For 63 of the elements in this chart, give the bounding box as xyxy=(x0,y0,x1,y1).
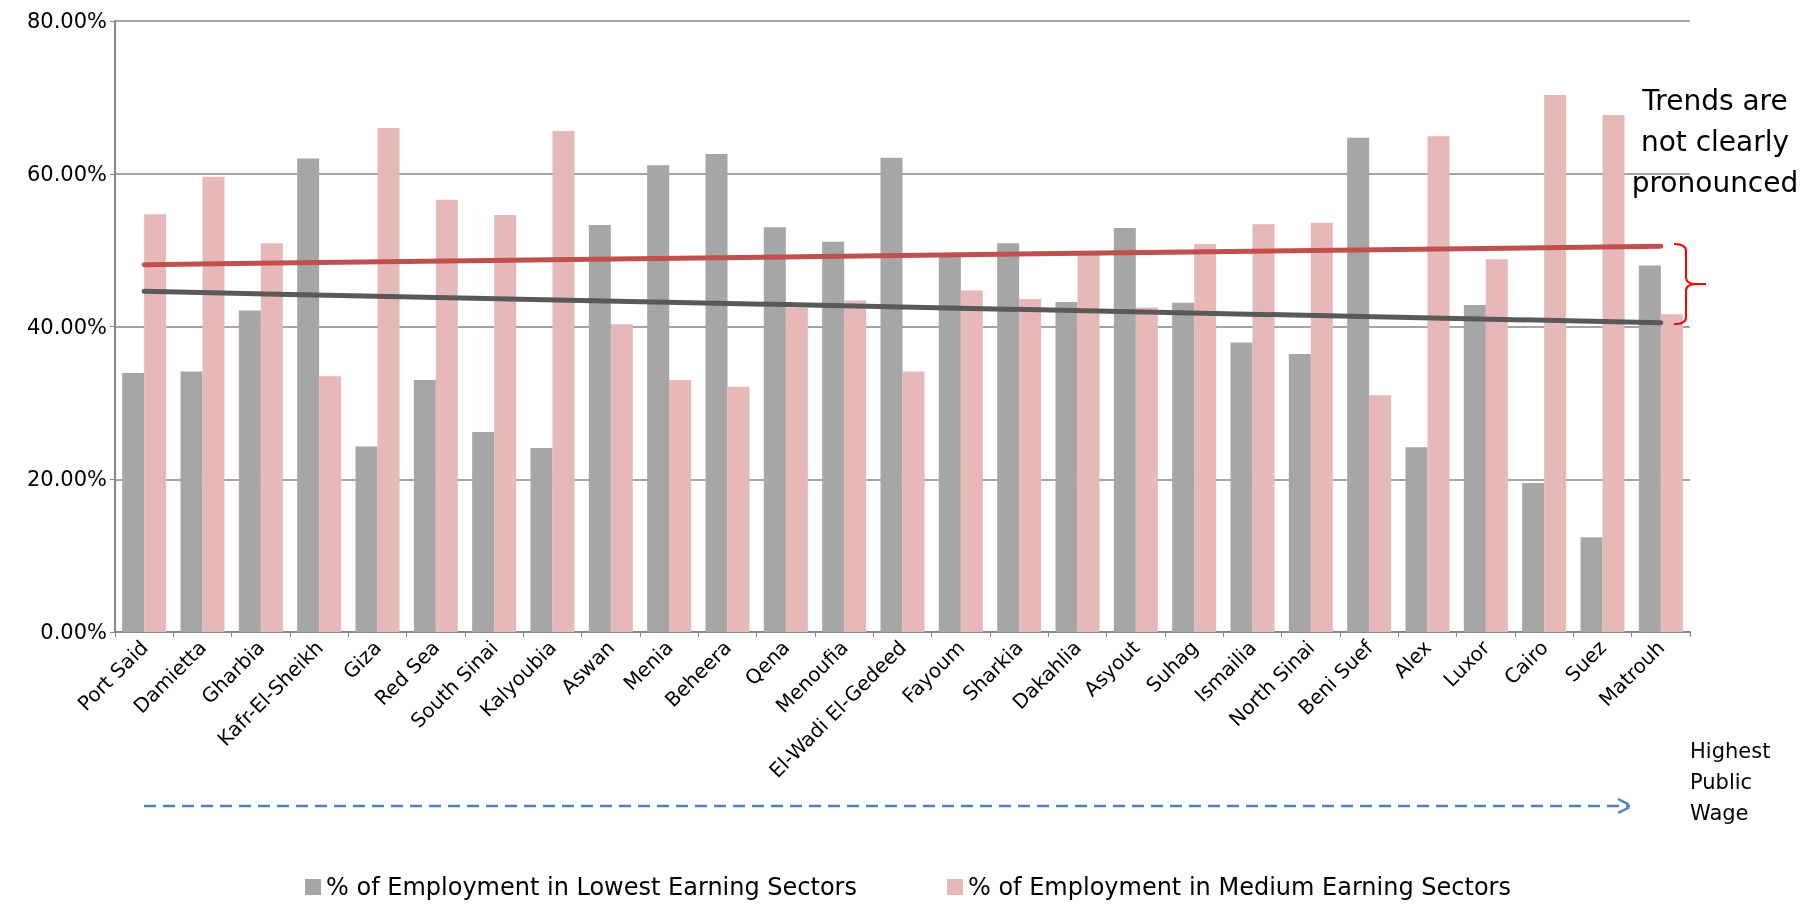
bar xyxy=(1369,395,1392,632)
bar xyxy=(822,241,845,632)
bar xyxy=(1638,265,1661,632)
bar xyxy=(1077,253,1100,632)
bar xyxy=(705,153,728,632)
bar xyxy=(647,165,670,632)
bar xyxy=(610,324,633,632)
bar xyxy=(238,310,261,632)
bar xyxy=(763,227,786,632)
bar xyxy=(202,176,225,632)
bar xyxy=(785,307,808,632)
bar xyxy=(960,290,983,632)
bar xyxy=(1544,95,1567,632)
y-tick-label: 80.00% xyxy=(26,9,107,33)
bar xyxy=(1019,299,1042,632)
bar xyxy=(938,256,961,632)
bar xyxy=(1135,307,1158,632)
bar xyxy=(1230,342,1253,632)
bar xyxy=(1602,114,1625,632)
bar xyxy=(1522,483,1545,632)
bar xyxy=(260,243,283,632)
bar xyxy=(1580,537,1603,632)
bar xyxy=(1172,302,1195,632)
y-tick-label: 40.00% xyxy=(26,314,107,339)
bar xyxy=(435,199,458,632)
bar xyxy=(413,379,436,632)
legend-label: % of Employment in Lowest Earning Sectors xyxy=(326,873,857,901)
bar xyxy=(1310,222,1333,632)
annotation: Trends are not clearly pronounced xyxy=(1630,83,1800,201)
bar xyxy=(494,214,517,632)
bar xyxy=(319,376,342,632)
bar xyxy=(355,446,378,632)
bar xyxy=(844,300,867,632)
bar xyxy=(530,447,553,632)
bar xyxy=(180,371,203,632)
bar xyxy=(727,386,750,632)
bar xyxy=(1485,259,1508,632)
bar xyxy=(880,157,903,632)
bar xyxy=(997,243,1020,632)
bar xyxy=(1427,136,1450,632)
bar xyxy=(1252,224,1275,632)
bar xyxy=(297,158,320,632)
bar xyxy=(1113,227,1136,632)
bar xyxy=(1660,314,1683,632)
text: Highest Public Wage xyxy=(1690,738,1772,827)
bar xyxy=(902,371,925,632)
bar xyxy=(1405,447,1428,632)
bar xyxy=(588,224,611,632)
bar xyxy=(1288,354,1311,632)
bar xyxy=(1194,244,1217,632)
bar xyxy=(1463,305,1486,632)
legend-label: % of Employment in Medium Earning Sectors xyxy=(967,873,1511,901)
y-tick-label: 60.00% xyxy=(26,161,107,186)
bar xyxy=(669,379,692,632)
bar xyxy=(144,214,167,632)
bar xyxy=(122,373,145,632)
bar xyxy=(552,130,575,632)
bar xyxy=(1347,137,1370,632)
bar xyxy=(377,127,400,632)
y-tick-label: 0.00% xyxy=(40,620,107,644)
bar xyxy=(1055,302,1078,632)
bar xyxy=(472,431,495,632)
y-tick-label: 20.00% xyxy=(26,467,107,492)
